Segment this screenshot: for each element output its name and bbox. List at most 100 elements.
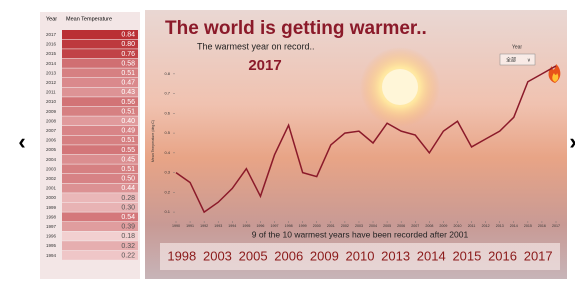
x-tick-label: 2013	[496, 224, 504, 228]
x-tick-label: 2014	[510, 224, 518, 228]
warmest-year: 2006	[274, 248, 303, 263]
table-value: 0.32	[121, 243, 135, 250]
table-year: 2013	[46, 70, 57, 75]
x-tick-label: 2006	[397, 224, 405, 228]
table-value: 0.40	[121, 118, 135, 125]
y-tick-label: 0.6	[164, 110, 170, 115]
x-tick-label: 1992	[200, 224, 208, 228]
x-tick-label: 1991	[186, 224, 194, 228]
table-year: 2000	[46, 195, 57, 200]
dashboard: ‹ › The world is getting warmer.. The wa…	[0, 0, 575, 279]
table-year: 2015	[46, 51, 57, 56]
table-year: 2008	[46, 118, 57, 123]
table-year: 1995	[46, 243, 57, 248]
highlight-year: 2017	[248, 57, 281, 74]
table-value: 0.45	[121, 156, 135, 163]
y-tick-label: 0.1	[164, 209, 170, 214]
y-tick-label: 0.7	[164, 91, 170, 96]
table-year: 1994	[46, 253, 57, 258]
table-value: 0.39	[121, 224, 135, 231]
x-tick-label: 2002	[341, 224, 349, 228]
warmest-year: 2009	[310, 248, 339, 263]
table-value: 0.56	[121, 99, 135, 106]
x-tick-label: 1999	[299, 224, 307, 228]
table-year: 2014	[46, 61, 57, 66]
y-axis-label: Mean Temperature (deg C)	[151, 120, 155, 162]
table-year: 2003	[46, 166, 57, 171]
table-year: 1999	[46, 205, 57, 210]
y-tick-label: 0.3	[164, 170, 170, 175]
x-tick-label: 2010	[453, 224, 461, 228]
table-year: 2007	[46, 128, 57, 133]
x-tick-label: 2004	[369, 224, 377, 228]
table-year: 2017	[46, 32, 57, 37]
x-tick-label: 1997	[271, 224, 279, 228]
x-tick-label: 2007	[411, 224, 419, 228]
table-value: 0.55	[121, 147, 135, 154]
warmest-year: 2013	[381, 248, 410, 263]
table-value: 0.28	[121, 195, 135, 202]
slicer-value[interactable]: 全部	[506, 56, 516, 63]
warmest-year: 2010	[346, 248, 375, 263]
subtitle: The warmest year on record..	[197, 41, 315, 51]
table-value: 0.58	[121, 60, 135, 67]
x-tick-label: 1993	[214, 224, 222, 228]
x-tick-label: 1996	[256, 224, 264, 228]
table-value: 0.76	[121, 51, 135, 58]
x-tick-label: 2005	[383, 224, 391, 228]
table-year: 2006	[46, 138, 57, 143]
table-value: 0.54	[121, 214, 135, 221]
table-value: 0.47	[121, 80, 135, 87]
y-tick-label: 0.4	[164, 150, 170, 155]
table-year: 2004	[46, 157, 57, 162]
x-tick-label: 2008	[425, 224, 433, 228]
table-value: 0.50	[121, 176, 135, 183]
slicer-caret: ∨	[527, 57, 531, 63]
table-value: 0.44	[121, 185, 135, 192]
x-tick-label: 2001	[327, 224, 335, 228]
title: The world is getting warmer..	[165, 18, 427, 39]
warmest-year: 2015	[452, 248, 481, 263]
x-tick-label: 2011	[468, 224, 476, 228]
warmest-year: 2005	[239, 248, 268, 263]
table-header: Mean Temperature	[66, 16, 112, 22]
x-tick-label: 1998	[285, 224, 293, 228]
table-value: 0.84	[121, 32, 135, 39]
x-tick-label: 2000	[313, 224, 321, 228]
table-year: 1996	[46, 234, 57, 239]
caption: 9 of the 10 warmest years have been reco…	[252, 229, 469, 239]
table-value: 0.22	[121, 252, 135, 259]
x-tick-label: 2017	[552, 224, 560, 228]
x-tick-label: 1994	[228, 224, 236, 228]
table-year: 2002	[46, 176, 57, 181]
x-tick-label: 2015	[524, 224, 532, 228]
x-tick-label: 1995	[242, 224, 250, 228]
x-tick-label: 2016	[538, 224, 546, 228]
table-year: 2001	[46, 186, 57, 191]
table-value: 0.51	[121, 108, 135, 115]
table-header: Year	[46, 16, 57, 22]
next-arrow[interactable]: ›	[569, 129, 575, 154]
table-value: 0.51	[121, 70, 135, 77]
warmest-year: 2014	[417, 248, 446, 263]
table-year: 1997	[46, 224, 57, 229]
table-year: 1998	[46, 214, 57, 219]
y-tick-label: 0.5	[164, 130, 170, 135]
warmest-year: 2017	[524, 248, 553, 263]
table-value: 0.30	[121, 204, 135, 211]
table-year: 2016	[46, 42, 57, 47]
y-tick-label: 0.8	[164, 71, 170, 76]
table-year: 2012	[46, 80, 57, 85]
table-year: 2011	[46, 90, 56, 95]
table-year: 2009	[46, 109, 57, 114]
slicer-label: Year	[512, 44, 522, 50]
table-year: 2010	[46, 99, 57, 104]
table-value: 0.80	[121, 41, 135, 48]
y-tick-label: 0.2	[164, 189, 170, 194]
table-value: 0.51	[121, 166, 135, 173]
table-value: 0.18	[121, 233, 135, 240]
x-tick-label: 2009	[439, 224, 447, 228]
sun-core	[382, 69, 418, 105]
prev-arrow[interactable]: ‹	[18, 129, 25, 154]
table-value: 0.49	[121, 128, 135, 135]
